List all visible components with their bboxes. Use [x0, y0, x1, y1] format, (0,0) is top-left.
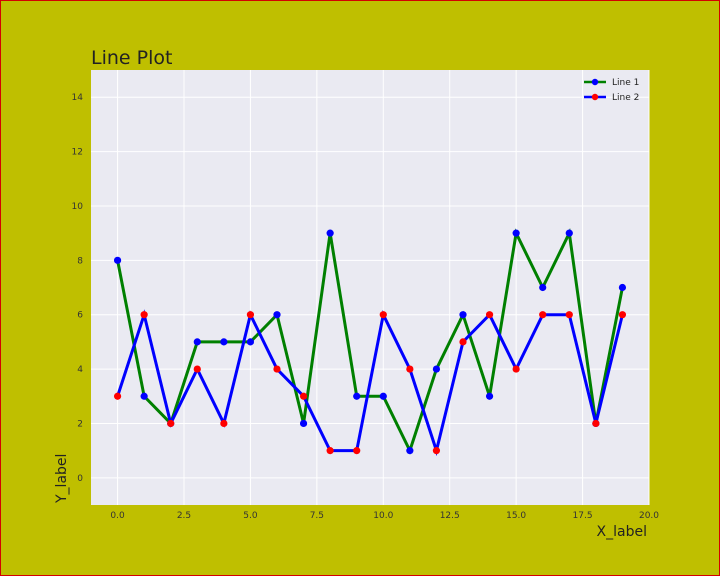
plot-area: [91, 70, 649, 505]
y-tick-label: 10: [72, 202, 84, 212]
data-point-line-2: [353, 447, 361, 455]
data-point-line-2: [379, 311, 387, 319]
data-point-line-2: [220, 419, 228, 428]
data-point-line-2: [273, 365, 281, 373]
x-tick-label: 2.5: [177, 511, 191, 521]
data-point-line-1: [565, 229, 573, 237]
data-point-line-1: [459, 311, 467, 319]
data-point-line-2: [485, 311, 494, 319]
x-tick-label: 20.0: [639, 511, 659, 521]
data-point-line-2: [113, 392, 122, 400]
data-point-line-1: [485, 392, 494, 400]
data-point-line-2: [299, 392, 308, 400]
data-point-line-2: [618, 311, 627, 319]
data-point-line-2: [592, 419, 600, 428]
series-line-1: [116, 228, 624, 455]
ticks: 0.0 2.5 5.0 7.5 10.0 12.5 15.0 17.5 20.0 0 2 4 6 8 10 1…: [72, 93, 660, 521]
data-point-line-1: [512, 229, 520, 237]
data-point-line-2: [167, 419, 175, 428]
data-point-line-1: [193, 338, 201, 346]
series-markers: [113, 229, 627, 455]
x-tick-label: 12.5: [440, 511, 460, 521]
y-axis-label: Y_label: [54, 454, 70, 504]
data-point-line-2: [246, 311, 255, 319]
data-point-line-2: [565, 311, 573, 319]
data-point-line-2: [326, 447, 334, 455]
data-point-line-1: [140, 392, 148, 400]
legend: Line 1 Line 2: [584, 78, 639, 103]
x-tick-label: 5.0: [243, 511, 258, 521]
data-point-line-1: [432, 365, 441, 373]
data-point-line-2: [193, 365, 201, 373]
y-tick-label: 2: [77, 419, 83, 429]
x-tick-label: 7.5: [310, 511, 324, 521]
legend-item-line-1: Line 1: [584, 78, 639, 88]
chart-title: Line Plot: [91, 47, 172, 69]
data-point-line-2: [539, 311, 547, 319]
y-tick-label: 12: [72, 148, 83, 158]
x-tick-label: 10.0: [373, 511, 393, 521]
x-axis-label: X_label: [597, 524, 647, 540]
data-point-line-1: [539, 283, 547, 292]
legend-line-1-marker: [591, 78, 599, 86]
series-line-2: [116, 309, 624, 457]
x-tick-label: 0.0: [110, 511, 125, 521]
data-point-line-2: [459, 338, 467, 346]
data-point-line-1: [220, 338, 228, 346]
legend-line-1-label: Line 1: [612, 78, 639, 88]
data-point-line-1: [353, 392, 361, 400]
data-point-line-1: [299, 419, 308, 428]
x-tick-label: 17.5: [573, 511, 593, 521]
data-point-line-1: [406, 447, 414, 455]
data-point-line-1: [379, 392, 387, 400]
x-tick-label: 15.0: [506, 511, 526, 521]
data-point-line-2: [512, 365, 520, 373]
legend-line-2-marker: [591, 93, 599, 101]
y-tick-label: 14: [72, 93, 84, 103]
data-point-line-1: [113, 256, 122, 264]
legend-line-2-label: Line 2: [612, 93, 639, 103]
series-lines: [116, 228, 624, 457]
data-point-line-1: [273, 311, 281, 319]
data-point-line-1: [246, 338, 255, 346]
data-point-line-2: [406, 365, 414, 373]
y-tick-label: 0: [77, 474, 83, 484]
y-tick-label: 4: [77, 365, 83, 375]
data-point-line-1: [326, 229, 334, 237]
y-tick-label: 8: [77, 256, 83, 266]
y-tick-label: 6: [77, 311, 83, 321]
data-point-line-2: [140, 311, 148, 319]
data-point-line-2: [432, 447, 441, 455]
legend-item-line-2: Line 2: [584, 93, 639, 103]
data-point-line-1: [618, 283, 627, 292]
